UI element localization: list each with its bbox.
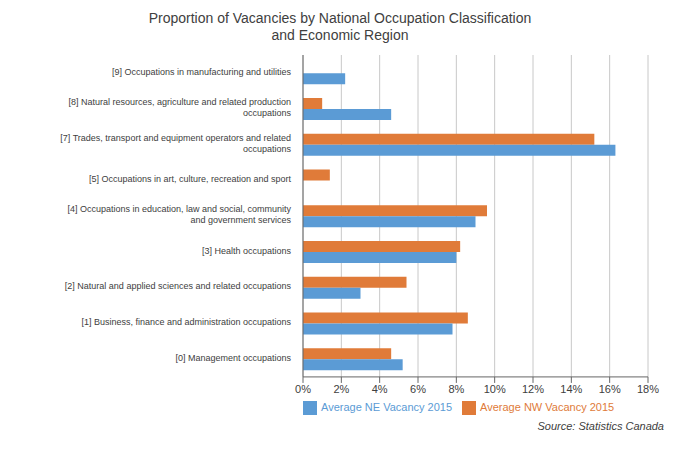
svg-text:[7] Trades, transport and equi: [7] Trades, transport and equipment oper… [60, 133, 291, 154]
svg-text:[2] Natural and applied scienc: [2] Natural and applied sciences and rel… [65, 282, 292, 292]
svg-text:12%: 12% [522, 383, 544, 395]
svg-text:[1] Business, finance and admi: [1] Business, finance and administration… [81, 318, 291, 328]
svg-text:18%: 18% [637, 383, 659, 395]
svg-text:4%: 4% [372, 383, 388, 395]
svg-text:8%: 8% [448, 383, 464, 395]
svg-text:[5] Occupations in art, cultur: [5] Occupations in art, culture, recreat… [89, 175, 292, 185]
html-text:Average NE Vacancy 2015: Average NE Vacancy 2015 [321, 400, 453, 413]
html-text:Source: Statistics Canada: Source: Statistics Canada [537, 420, 664, 432]
svg-text:6%: 6% [410, 383, 426, 395]
html-text:Proportion of Vacancies by Nat: Proportion of Vacancies by National Occu… [148, 10, 532, 43]
svg-text:[9] Occupations in manufacturi: [9] Occupations in manufacturing and uti… [112, 67, 292, 77]
html-text:Average NW Vacancy 2015: Average NW Vacancy 2015 [480, 400, 615, 413]
svg-text:[0] Management occupations: [0] Management occupations [175, 353, 291, 363]
svg-text:16%: 16% [599, 383, 621, 395]
svg-text:2%: 2% [333, 383, 349, 395]
svg-text:[3] Health occupations: [3] Health occupations [202, 246, 292, 256]
svg-text:10%: 10% [484, 383, 506, 395]
svg-text:14%: 14% [560, 383, 582, 395]
svg-text:[4] Occupations in education,: [4] Occupations in education, law and so… [67, 205, 291, 226]
svg-text:0%: 0% [295, 383, 311, 395]
svg-text:[8] Natural resources, agricul: [8] Natural resources, agriculture and r… [68, 98, 291, 119]
